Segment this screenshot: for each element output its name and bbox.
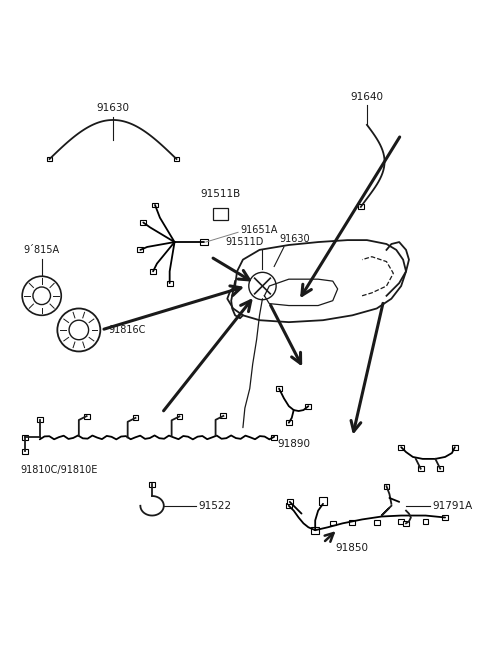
- Bar: [437, 466, 443, 471]
- Bar: [349, 520, 355, 525]
- Bar: [398, 445, 404, 449]
- Text: 91522: 91522: [198, 501, 231, 510]
- Bar: [384, 484, 389, 489]
- Bar: [287, 499, 293, 505]
- Bar: [358, 204, 364, 210]
- Bar: [150, 269, 156, 274]
- Text: 91850: 91850: [336, 543, 369, 553]
- Bar: [286, 420, 292, 425]
- Bar: [271, 435, 277, 440]
- Text: 91810C/91810E: 91810C/91810E: [20, 464, 97, 475]
- Text: 91630: 91630: [279, 234, 310, 244]
- Bar: [47, 156, 52, 162]
- Bar: [418, 466, 424, 471]
- Text: 91890: 91890: [277, 440, 310, 449]
- Bar: [220, 413, 226, 419]
- Text: 91511D: 91511D: [225, 237, 264, 247]
- Bar: [422, 519, 429, 524]
- Bar: [374, 520, 380, 524]
- Bar: [177, 414, 182, 419]
- Text: 91630: 91630: [96, 103, 130, 113]
- Text: 91511B: 91511B: [200, 189, 240, 199]
- Text: 91791A: 91791A: [432, 501, 473, 510]
- Text: 91816C: 91816C: [108, 325, 145, 335]
- Bar: [330, 520, 336, 526]
- Bar: [22, 435, 28, 440]
- Circle shape: [57, 309, 100, 351]
- Bar: [132, 415, 138, 420]
- Bar: [276, 386, 282, 391]
- Bar: [167, 281, 173, 286]
- Bar: [312, 527, 319, 533]
- Bar: [213, 208, 228, 219]
- Text: 9´815A: 9´815A: [24, 245, 60, 255]
- Bar: [149, 482, 155, 487]
- Bar: [200, 238, 208, 246]
- Bar: [37, 417, 43, 422]
- Text: 91640: 91640: [350, 93, 384, 102]
- Bar: [140, 220, 146, 225]
- Bar: [442, 515, 448, 520]
- Bar: [305, 403, 312, 409]
- Bar: [84, 414, 90, 419]
- Bar: [137, 248, 144, 252]
- Bar: [286, 503, 292, 509]
- Circle shape: [22, 276, 61, 315]
- Bar: [152, 202, 158, 208]
- Bar: [403, 521, 409, 526]
- Bar: [452, 445, 458, 449]
- Circle shape: [69, 320, 89, 340]
- Text: 91651A: 91651A: [240, 225, 277, 235]
- Bar: [22, 449, 28, 453]
- Bar: [174, 156, 180, 162]
- Bar: [319, 497, 327, 505]
- Circle shape: [33, 287, 50, 305]
- Bar: [398, 519, 404, 524]
